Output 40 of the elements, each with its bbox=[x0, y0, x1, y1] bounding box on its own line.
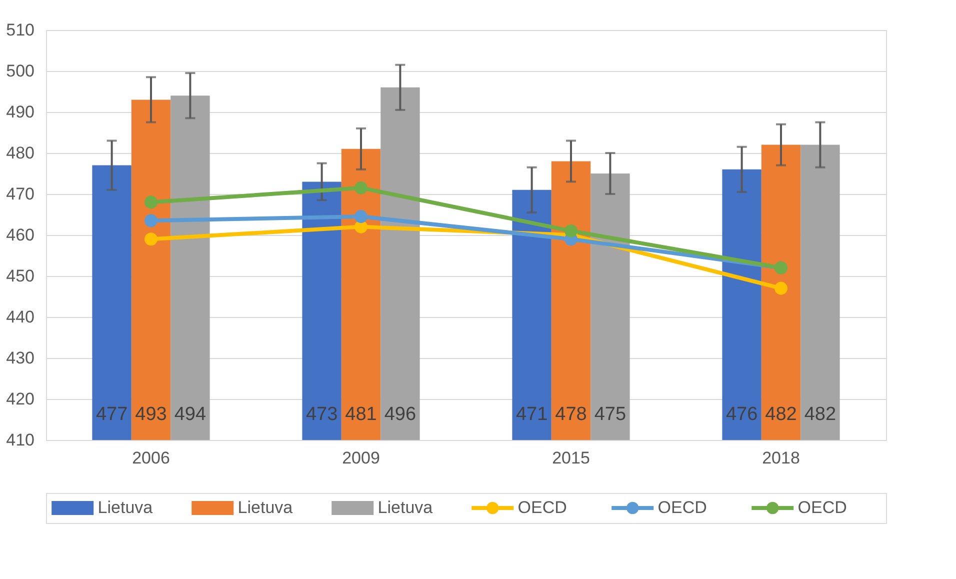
data-label: 471 bbox=[516, 404, 548, 425]
y-tick-label: 440 bbox=[6, 308, 34, 326]
x-tick-label: 2006 bbox=[132, 448, 170, 468]
data-label: 475 bbox=[594, 404, 626, 425]
data-label: 478 bbox=[555, 404, 587, 425]
y-tick-label: 470 bbox=[6, 184, 34, 204]
data-label: 481 bbox=[345, 404, 377, 425]
point bbox=[564, 224, 578, 238]
x-tick-label: 2009 bbox=[342, 448, 380, 468]
data-label: 482 bbox=[804, 404, 836, 425]
point bbox=[354, 210, 368, 224]
x-tick-label: 2015 bbox=[552, 448, 590, 468]
data-label: 482 bbox=[765, 404, 797, 425]
data-label: 473 bbox=[306, 404, 338, 425]
y-tick-label: 430 bbox=[6, 348, 34, 368]
point bbox=[354, 181, 368, 194]
point bbox=[144, 196, 158, 209]
y-tick-label: 450 bbox=[6, 266, 34, 286]
legend-label: OECD bbox=[658, 498, 707, 517]
legend-label: OECD bbox=[798, 498, 847, 517]
data-label: 494 bbox=[174, 404, 206, 425]
data-label: 476 bbox=[726, 404, 758, 425]
data-label: 496 bbox=[384, 404, 416, 425]
x-tick-label: 2018 bbox=[762, 448, 800, 468]
y-tick-label: 500 bbox=[6, 62, 34, 80]
y-tick-label: 420 bbox=[6, 390, 34, 408]
y-tick-label: 510 bbox=[6, 20, 34, 40]
data-label: 477 bbox=[96, 404, 128, 425]
legend-label: OECD bbox=[518, 498, 567, 517]
y-tick-label: 480 bbox=[6, 144, 34, 162]
legend-label: Lietuva bbox=[238, 498, 294, 517]
y-tick-label: 410 bbox=[6, 430, 34, 450]
point bbox=[774, 282, 788, 295]
point bbox=[144, 232, 158, 246]
point bbox=[144, 214, 158, 228]
y-tick-label: 460 bbox=[6, 226, 34, 244]
legend-label: Lietuva bbox=[98, 498, 154, 517]
legend-label: Lietuva bbox=[378, 498, 434, 517]
y-tick-label: 490 bbox=[6, 102, 34, 122]
data-label: 493 bbox=[135, 404, 167, 425]
